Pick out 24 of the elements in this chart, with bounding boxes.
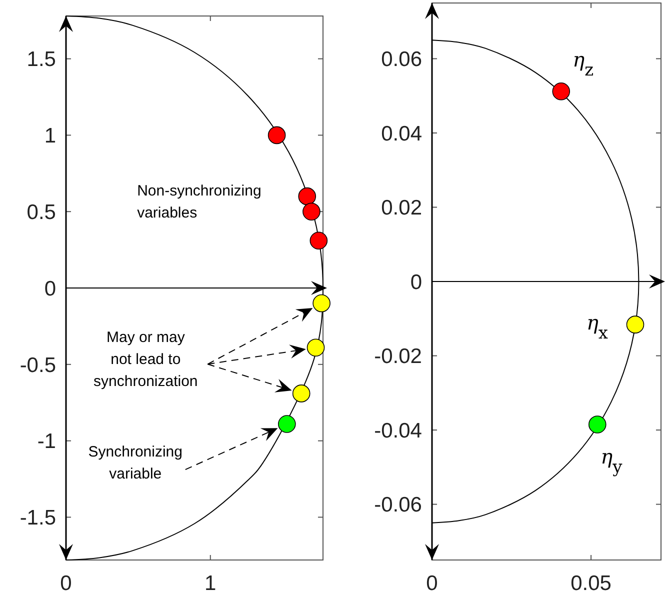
y-tick-label: -1.5 bbox=[20, 506, 56, 530]
y-tick-label: 0.02 bbox=[381, 196, 422, 220]
annotation: Non-synchronizing variables bbox=[137, 182, 262, 222]
series-label: η$_{x}$ bbox=[586, 310, 608, 344]
series-label: η$_{y}$ bbox=[600, 444, 623, 478]
annotation: Synchronizing variable bbox=[88, 444, 182, 483]
y-tick-label: 0.5 bbox=[26, 200, 56, 224]
x-tick-label: 1 bbox=[204, 572, 216, 595]
x-tick-label: 0 bbox=[426, 572, 438, 595]
y-tick-label: -0.06 bbox=[374, 494, 422, 517]
y-tick-label: 0.04 bbox=[381, 122, 422, 146]
x-tick-label: 0.05 bbox=[570, 572, 612, 595]
y-tick-label: -1 bbox=[37, 430, 56, 454]
y-tick-label: -0.02 bbox=[374, 345, 422, 368]
y-tick-label: 0 bbox=[410, 270, 422, 294]
y-tick-label: -0.5 bbox=[20, 354, 56, 377]
series-label: η$_{z}$ bbox=[572, 48, 594, 81]
annotation: May or may not lead to synchronization bbox=[94, 329, 198, 390]
y-tick-label: 1.5 bbox=[26, 48, 56, 72]
y-tick-label: -0.04 bbox=[374, 419, 422, 442]
y-tick-label: 0 bbox=[44, 277, 56, 300]
y-tick-label: 1 bbox=[44, 124, 56, 148]
x-tick-label: 0 bbox=[60, 572, 72, 595]
y-tick-label: 0.06 bbox=[381, 48, 422, 72]
